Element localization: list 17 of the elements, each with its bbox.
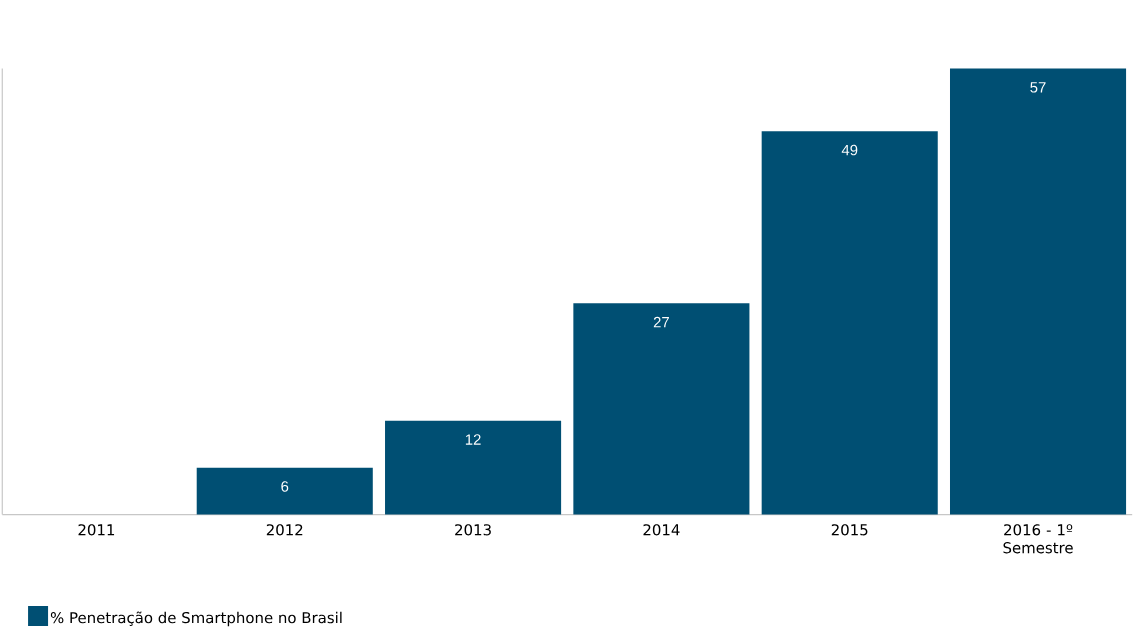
data-label: 27 (653, 316, 669, 328)
bar (949, 68, 1127, 515)
bar (196, 467, 373, 515)
x-tick-label: 2012 (266, 524, 303, 536)
x-tick-label: 2013 (455, 524, 491, 536)
data-label: 6 (281, 481, 289, 492)
x-tick-label: 2014 (643, 524, 680, 536)
bar (385, 420, 562, 515)
bar (761, 131, 938, 515)
bar (573, 303, 750, 515)
x-tick-label: 2011 (78, 524, 115, 536)
x-tick-label: 2016 - 1º Semestre (1003, 524, 1073, 554)
data-label: 57 (1030, 82, 1046, 93)
x-tick-label: 2015 (831, 524, 868, 536)
data-label: 49 (841, 144, 858, 156)
data-label: 12 (465, 434, 481, 445)
legend-label: % Penetração de Smartphone no Brasil (50, 611, 342, 627)
